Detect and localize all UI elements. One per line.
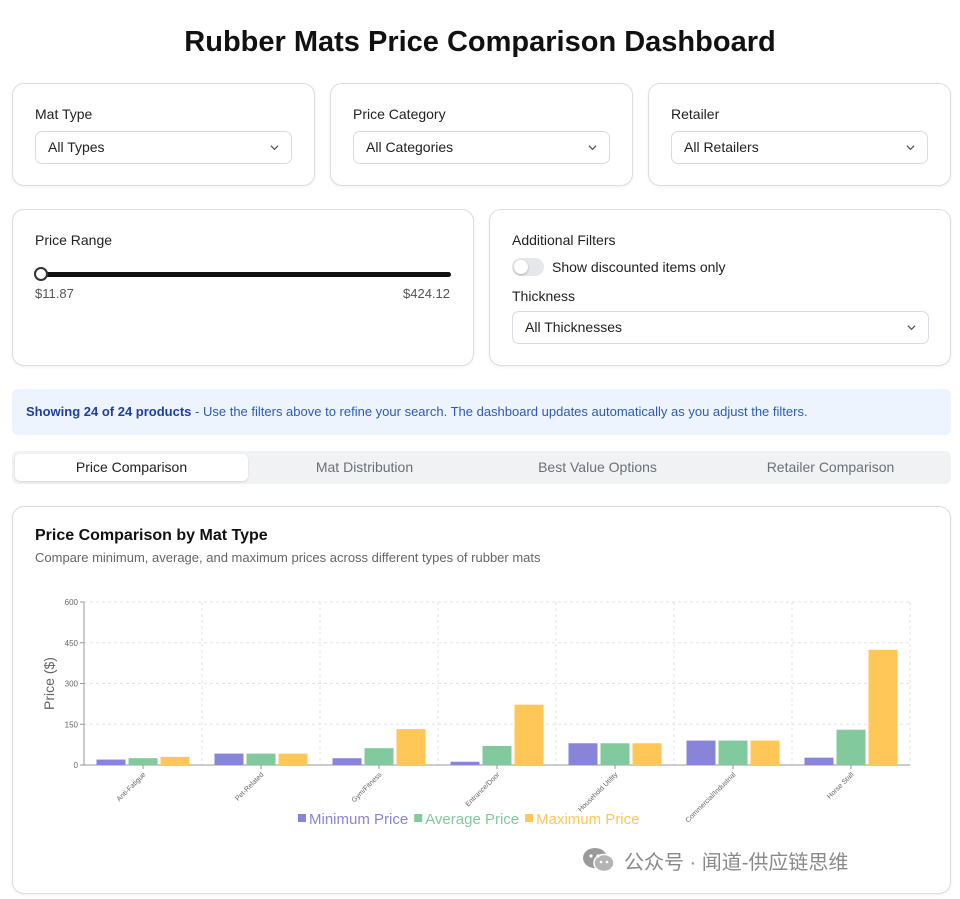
- y-tick-label: 600: [65, 598, 79, 607]
- page-title: Rubber Mats Price Comparison Dashboard: [184, 26, 776, 58]
- legend-label: Maximum Price: [536, 811, 639, 828]
- bar-min: [804, 757, 834, 765]
- thickness-select[interactable]: All Thicknesses: [512, 311, 929, 344]
- bar-max: [514, 704, 544, 765]
- y-tick-label: 0: [74, 761, 79, 770]
- bar-max: [750, 740, 780, 765]
- bar-avg: [718, 740, 748, 765]
- chart-card: [12, 506, 951, 894]
- x-tick-label: Horse Stall: [826, 771, 855, 800]
- chevron-down-icon: [906, 145, 915, 151]
- bar-avg: [364, 748, 394, 765]
- price-range-min: $11.87: [35, 286, 74, 301]
- thickness-value: All Thicknesses: [525, 319, 623, 335]
- price-range-label: Price Range: [35, 232, 113, 248]
- bar-min: [214, 753, 244, 765]
- bar-avg: [600, 743, 630, 765]
- discount-toggle[interactable]: [512, 258, 544, 276]
- price-category-label: Price Category: [353, 106, 446, 122]
- price-range-max: $424.12: [403, 286, 450, 301]
- mat-type-value: All Types: [48, 139, 105, 155]
- y-tick-label: 150: [65, 720, 79, 729]
- y-tick-label: 300: [65, 680, 79, 689]
- legend-label: Average Price: [425, 811, 519, 828]
- results-info-bar: Showing 24 of 24 products - Use the filt…: [12, 389, 951, 435]
- tab-price-comparison[interactable]: Price Comparison: [15, 454, 248, 481]
- additional-filters-label: Additional Filters: [512, 232, 616, 248]
- tab-bar: Price Comparison Mat Distribution Best V…: [12, 451, 951, 484]
- chevron-down-icon: [907, 325, 916, 331]
- wechat-icon: [583, 848, 615, 873]
- y-axis-label: Price ($): [41, 657, 57, 710]
- discount-toggle-label: Show discounted items only: [552, 259, 726, 275]
- price-category-select[interactable]: All Categories: [353, 131, 610, 164]
- bar-max: [632, 743, 662, 765]
- price-range-card: [12, 209, 474, 366]
- bar-min: [686, 740, 716, 765]
- y-tick-label: 450: [65, 639, 79, 648]
- mat-type-select[interactable]: All Types: [35, 131, 292, 164]
- bar-avg: [246, 753, 276, 765]
- chart-subtitle: Compare minimum, average, and maximum pr…: [35, 550, 541, 565]
- mat-type-label: Mat Type: [35, 106, 93, 122]
- bar-max: [396, 729, 426, 765]
- bar-avg: [836, 729, 866, 765]
- results-count: Showing 24 of 24 products: [26, 404, 192, 419]
- toggle-knob: [514, 260, 528, 274]
- price-range-thumb[interactable]: [34, 267, 48, 281]
- x-tick-label: Anti-Fatigue: [116, 771, 148, 803]
- retailer-label: Retailer: [671, 106, 720, 122]
- retailer-value: All Retailers: [684, 139, 759, 155]
- legend-swatch: [298, 814, 306, 822]
- bar-max: [868, 649, 898, 765]
- bar-min: [568, 743, 598, 765]
- x-tick-label: Entrance/Door: [465, 771, 502, 808]
- price-category-value: All Categories: [366, 139, 454, 155]
- price-range-track[interactable]: [40, 272, 451, 277]
- chevron-down-icon: [588, 145, 597, 151]
- chart-title: Price Comparison by Mat Type: [35, 527, 268, 544]
- legend-swatch: [525, 814, 534, 822]
- legend-swatch: [414, 814, 423, 822]
- tab-mat-distribution[interactable]: Mat Distribution: [315, 459, 414, 475]
- retailer-select[interactable]: All Retailers: [671, 131, 928, 164]
- x-tick-label: Household Utility: [577, 771, 619, 813]
- x-tick-label: Pet-Related: [234, 771, 265, 802]
- bar-max: [160, 756, 190, 765]
- watermark-text: 公众号 · 闻道-供应链思维: [624, 851, 849, 874]
- bar-max: [278, 753, 308, 765]
- chevron-down-icon: [270, 145, 279, 151]
- bar-avg: [482, 745, 512, 765]
- x-tick-label: Gym/Fitness: [351, 771, 384, 804]
- x-tick-label: Commercial/Industrial: [685, 771, 738, 824]
- bar-min: [96, 759, 126, 765]
- tab-best-value-options[interactable]: Best Value Options: [538, 459, 657, 475]
- bar-min: [332, 758, 362, 765]
- legend-label: Minimum Price: [309, 811, 408, 828]
- tab-retailer-comparison[interactable]: Retailer Comparison: [766, 459, 895, 475]
- thickness-label: Thickness: [512, 288, 576, 304]
- watermark: 公众号 · 闻道-供应链思维: [582, 844, 848, 876]
- results-hint: - Use the filters above to refine your s…: [191, 404, 808, 419]
- bar-min: [450, 761, 480, 765]
- bar-avg: [128, 758, 158, 765]
